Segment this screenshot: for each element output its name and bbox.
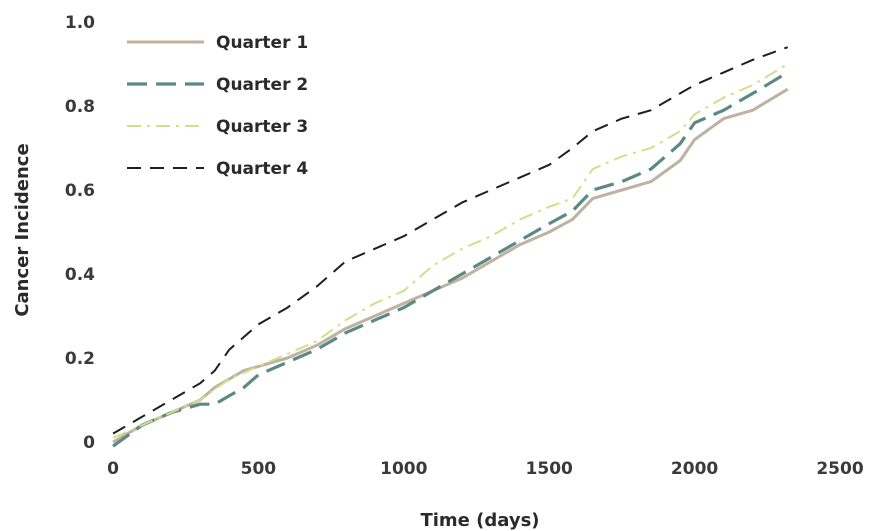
x-tick-labels: 0 500 1000 1500 2000 2500: [107, 459, 864, 479]
series-line-4: [112, 46, 789, 435]
x-tick-label: 1500: [526, 459, 573, 479]
y-axis-label: Cancer Incidence: [12, 143, 33, 316]
legend-label: Quarter 4: [216, 159, 308, 179]
x-tick-label: 0: [107, 459, 119, 479]
y-tick-label: 0.2: [65, 349, 95, 369]
series-lines: [112, 46, 789, 448]
x-tick-label: 2500: [816, 459, 863, 479]
x-tick-label: 2000: [671, 459, 718, 479]
y-tick-label: 0.4: [65, 265, 95, 285]
series-line-2: [112, 71, 789, 448]
y-tick-label: 1.0: [65, 13, 95, 33]
legend-label: Quarter 3: [216, 117, 308, 137]
y-tick-label: 0.6: [65, 181, 95, 201]
legend-label: Quarter 2: [216, 75, 308, 95]
x-tick-label: 500: [241, 459, 277, 479]
legend-label: Quarter 1: [216, 33, 308, 53]
y-axis-label-group: Cancer Incidence: [12, 143, 33, 316]
y-tick-label: 0: [83, 433, 95, 453]
x-axis-label: Time (days): [420, 510, 539, 531]
series-line-1: [112, 87, 789, 444]
series-line-3: [112, 63, 789, 439]
legend: Quarter 1 Quarter 2 Quarter 3 Quarter 4: [127, 33, 308, 179]
y-tick-label: 0.8: [65, 97, 95, 117]
x-tick-label: 1000: [380, 459, 427, 479]
y-tick-labels: 0 0.2 0.4 0.6 0.8 1.0: [65, 13, 95, 453]
